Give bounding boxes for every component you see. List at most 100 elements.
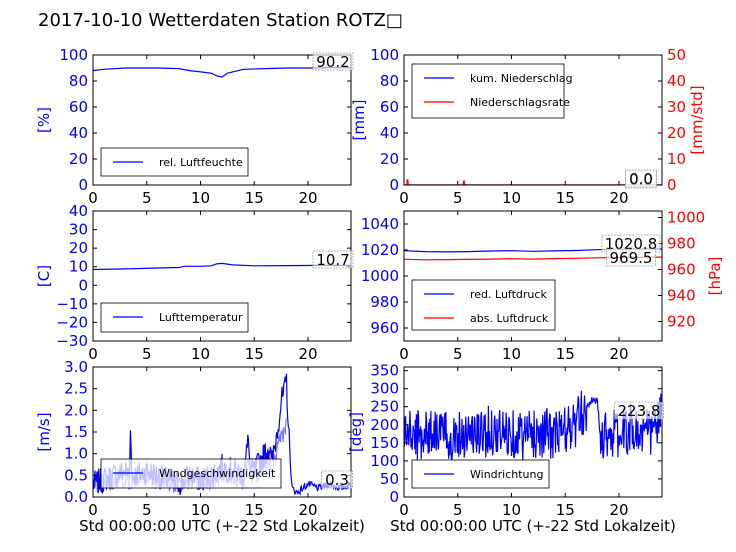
x-tick-label: 10: [502, 189, 521, 207]
x-tick-label: 20: [298, 501, 317, 519]
x-tick-label: 15: [556, 345, 575, 363]
figure-title: 2017-10-10 Wetterdaten Station ROTZ□: [38, 10, 403, 31]
x-tick-label: 10: [191, 345, 210, 363]
plot-area: [93, 67, 351, 78]
panel-4: 0 5 10 15 20 960 980 1000 1020 1040 920 940 960 980 10…: [361, 209, 724, 364]
x-tick-label: 5: [453, 345, 463, 363]
y-tick-label: 250: [370, 398, 399, 416]
panel-5: 0 5 10 15 20 0.0 0.5 1.0 1.5 2.0 2.5 3.0 [m/s] Std 00…: [35, 358, 365, 535]
x-tick-label: 0: [399, 501, 409, 519]
y-tick-label: −30: [56, 332, 88, 350]
y-axis-label: [C]: [35, 265, 53, 287]
value-box: [614, 401, 664, 420]
series-line: [404, 179, 662, 185]
y2-tick-label: 50: [667, 46, 686, 64]
y-tick-label: 1040: [361, 215, 399, 233]
y-tick-label: 50: [380, 470, 399, 488]
legend: Windrichtung: [411, 459, 550, 489]
y2-tick-label: 1000: [667, 209, 705, 227]
y-tick-label: 960: [370, 319, 399, 337]
current-value-label: 0.0: [629, 170, 653, 188]
x-tick-label: 0: [88, 189, 98, 207]
panel-3: 0 5 10 15 20−30−20−10010203040[C]10.7Lufttem…: [35, 202, 354, 363]
y-tick-label: 0: [78, 276, 88, 294]
legend-box: [411, 63, 565, 119]
x-tick-label: 10: [502, 501, 521, 519]
legend-label: abs. Luftdruck: [470, 312, 549, 325]
y-tick-label: 2.5: [64, 380, 88, 398]
legend-label: kum. Niederschlag: [470, 72, 573, 85]
x-tick-label: 5: [142, 189, 152, 207]
y2-axis-label: [hPa]: [706, 257, 724, 296]
y-tick-label: 1.0: [64, 445, 88, 463]
y2-tick-label: 980: [667, 235, 696, 253]
y-tick-label: 350: [370, 362, 399, 380]
value-box: [625, 169, 657, 188]
value-box: [321, 470, 353, 489]
x-tick-label: 20: [609, 189, 628, 207]
current-value-label: 10.7: [316, 251, 349, 269]
x-tick-label: 15: [556, 189, 575, 207]
x-tick-label: 10: [502, 345, 521, 363]
y-tick-label: 20: [380, 150, 399, 168]
plot-frame: [92, 210, 352, 342]
legend-label: Niederschlagsrate: [470, 96, 570, 109]
y-axis-label: [%]: [35, 107, 53, 133]
value-box: [312, 250, 354, 269]
y-tick-label: −20: [56, 313, 88, 331]
y-tick-label: 300: [370, 380, 399, 398]
x-tick-label: 10: [191, 501, 210, 519]
y-tick-label: 0: [389, 488, 399, 506]
legend: red. Luftdruck abs. Luftdruck: [411, 279, 556, 331]
y-tick-label: 0.0: [64, 488, 88, 506]
y-tick-label: 0: [78, 176, 88, 194]
plot-area: [404, 390, 662, 461]
y-tick-label: 60: [380, 98, 399, 116]
y-tick-label: 2.0: [64, 401, 88, 419]
y2-tick-label: 940: [667, 287, 696, 305]
y-tick-label: 1020: [361, 241, 399, 259]
x-axis-label: Std 00:00:00 UTC (+-22 Std Lokalzeit): [390, 517, 676, 535]
series-line: [93, 67, 351, 78]
legend: kum. Niederschlag Niederschlagsrate: [411, 63, 573, 119]
x-tick-label: 0: [399, 189, 409, 207]
y-tick-label: 0.5: [64, 466, 88, 484]
y-tick-label: 20: [69, 150, 88, 168]
y-axis-label: [m/s]: [35, 412, 53, 451]
x-tick-label: 15: [245, 189, 264, 207]
y-tick-label: 80: [69, 72, 88, 90]
x-tick-label: 0: [88, 501, 98, 519]
legend-label: Windrichtung: [470, 468, 543, 481]
y-tick-label: 200: [370, 416, 399, 434]
y-tick-label: 3.0: [64, 358, 88, 376]
x-tick-label: 15: [556, 501, 575, 519]
panel-1: 0 5 10 15 20 0 20 40 60 80 100 [%] 90.2 rel. Luftfeuc…: [35, 46, 354, 207]
panel-2: 0 5 10 15 20 0 20 40 60 80 100 0 10 20 30 40 50 [mm] [mm/s…: [350, 46, 706, 207]
plot-frame: [92, 54, 352, 186]
plot-area: [93, 262, 351, 271]
y-tick-label: 10: [69, 258, 88, 276]
x-tick-label: 0: [399, 345, 409, 363]
y-tick-label: 30: [69, 221, 88, 239]
y2-tick-label: 30: [667, 98, 686, 116]
y2-axis-label: [mm/std]: [688, 85, 706, 154]
y-tick-label: 0: [389, 176, 399, 194]
y-tick-label: 80: [380, 72, 399, 90]
y-tick-label: 1.5: [64, 423, 88, 441]
x-tick-label: 20: [298, 189, 317, 207]
y2-tick-label: 960: [667, 261, 696, 279]
y-axis-label: [deg]: [347, 412, 365, 452]
series-line: [404, 390, 662, 461]
x-tick-label: 20: [298, 345, 317, 363]
current-value-label: 0.3: [325, 471, 349, 489]
legend-label: red. Luftdruck: [470, 288, 547, 301]
x-tick-label: 5: [142, 501, 152, 519]
y-tick-label: 980: [370, 293, 399, 311]
series-line: [93, 262, 351, 271]
value-box: [606, 248, 656, 267]
legend: Lufttemperatur: [100, 302, 249, 333]
y-axis-label: [mm]: [350, 100, 368, 141]
y-tick-label: 100: [370, 452, 399, 470]
